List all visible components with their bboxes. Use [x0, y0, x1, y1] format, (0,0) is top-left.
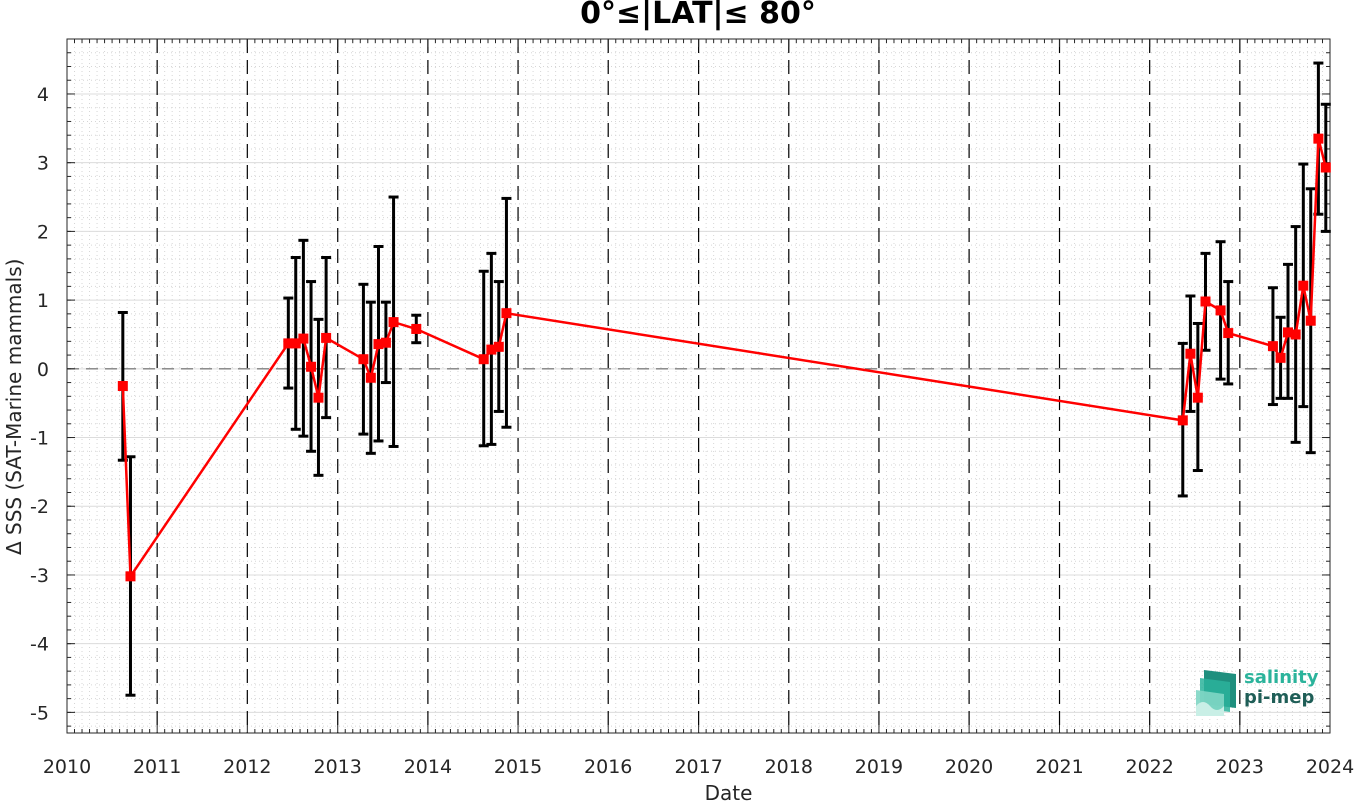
y-tick-label: 1 [37, 290, 49, 312]
x-tick-label: 2019 [855, 756, 903, 778]
x-tick-label: 2017 [674, 756, 722, 778]
logo-line1: salinity [1244, 667, 1319, 688]
data-point [1185, 348, 1196, 359]
data-point [1305, 315, 1316, 326]
x-axis-label: Date [705, 781, 753, 801]
wave-logo-icon [1196, 670, 1236, 716]
data-point [1192, 392, 1203, 403]
data-point [306, 361, 317, 372]
data-point [1320, 162, 1331, 173]
x-tick-label: 2016 [584, 756, 632, 778]
chart-title: 0°≤|LAT|≤ 80° [580, 0, 816, 31]
x-tick-label: 2014 [404, 756, 452, 778]
y-tick-label: -5 [30, 702, 49, 724]
grid-layer [67, 38, 1330, 733]
data-point [321, 332, 332, 343]
data-layer [117, 61, 1331, 697]
data-point [1215, 305, 1226, 316]
data-point [411, 323, 422, 334]
x-tick-label: 2020 [945, 756, 993, 778]
data-point [501, 308, 512, 319]
axes-layer: 2010 2011 2012 2013 2014 2015 2016 2017 2018 2019… [30, 38, 1354, 801]
x-tick-label: 2024 [1306, 756, 1354, 778]
y-axis-label: Δ SSS (SAT-Marine mammals) [2, 258, 26, 555]
data-point [1298, 280, 1309, 291]
data-point [388, 317, 399, 328]
data-point [313, 392, 324, 403]
x-tick-label: 2021 [1035, 756, 1083, 778]
x-tick-label: 2022 [1125, 756, 1173, 778]
salinity-pi-mep-logo: salinity pi-mep [1196, 668, 1326, 716]
data-point [1223, 328, 1234, 339]
x-tick-label: 2018 [765, 756, 813, 778]
x-tick-label: 2023 [1216, 756, 1264, 778]
x-tick-label: 2011 [133, 756, 181, 778]
x-tick-label: 2015 [494, 756, 542, 778]
data-point [1275, 352, 1286, 363]
data-point [358, 354, 369, 365]
y-tick-label: 2 [37, 221, 49, 243]
y-tick-label: 4 [37, 84, 49, 106]
y-tick-label: -2 [30, 496, 49, 518]
data-point [478, 354, 489, 365]
y-tick-label: 3 [37, 153, 49, 175]
x-tick-label: 2012 [223, 756, 271, 778]
y-tick-label: -3 [30, 565, 49, 587]
y-tick-label: -4 [30, 634, 49, 656]
x-tick-label: 2010 [43, 756, 91, 778]
data-point [117, 381, 128, 391]
data-point [1200, 296, 1211, 307]
data-point [493, 341, 504, 352]
x-tick-label: 2013 [314, 756, 362, 778]
y-tick-label: 0 [37, 359, 49, 381]
logo-line2: pi-mep [1244, 687, 1315, 708]
data-point [1267, 341, 1278, 352]
y-tick-label: -1 [30, 428, 49, 450]
logo-text: salinity pi-mep [1244, 668, 1319, 708]
data-point [1177, 415, 1188, 426]
data-point [298, 333, 309, 344]
data-point [1313, 133, 1324, 144]
data-point [125, 571, 136, 582]
data-point [1290, 329, 1301, 340]
data-point [380, 337, 391, 348]
data-point [365, 372, 376, 383]
